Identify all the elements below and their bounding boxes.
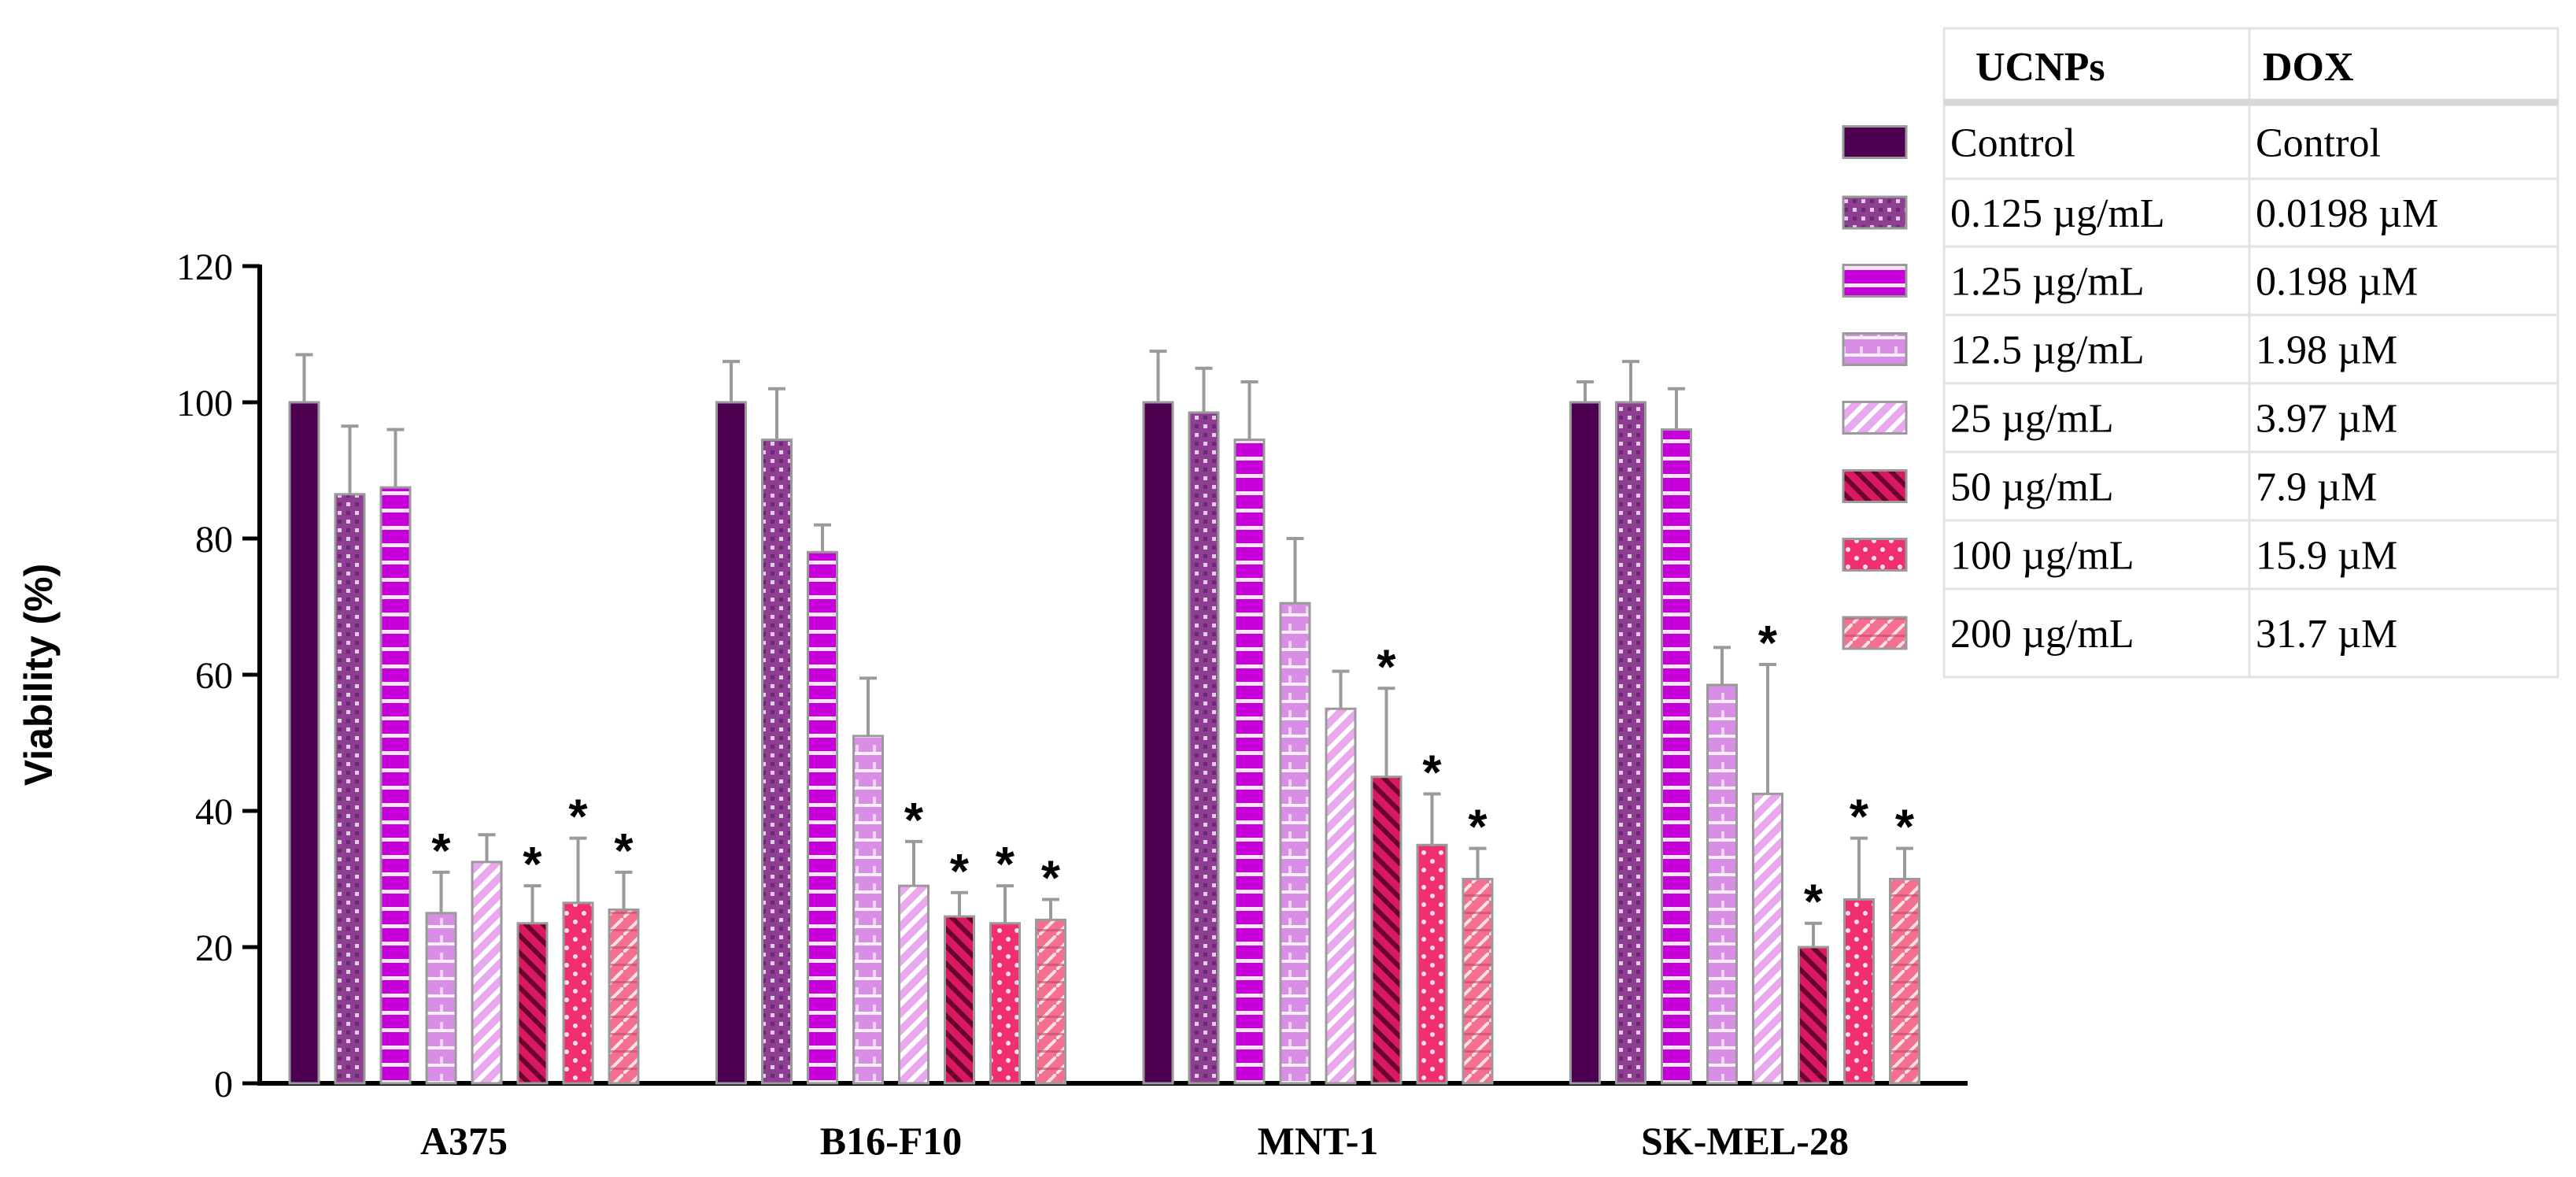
y-tick-label: 60: [195, 655, 233, 697]
legend-ucnps-label: 0.125 µg/mL: [1950, 191, 2165, 236]
bar: [852, 735, 884, 1085]
bar-group-b16-f10: * * * *: [715, 360, 1066, 1085]
bar: [1416, 843, 1448, 1085]
bar-group-a375: * * * *: [288, 353, 640, 1085]
legend-dox-label: Control: [2256, 121, 2381, 166]
bar: [288, 401, 320, 1085]
x-tick-label: A375: [420, 1119, 508, 1163]
bar: [1569, 401, 1601, 1085]
significance-star: *: [523, 838, 542, 892]
legend-swatch: [1842, 616, 1908, 650]
bar: [989, 922, 1021, 1085]
significance-star: *: [568, 790, 588, 845]
legend-table: UCNPs DOX Control Control 0.125 µg/mL 0.0198 …: [1842, 27, 2559, 679]
y-axis-title: Viability (%): [17, 564, 61, 786]
legend-dox-label: 7.9 µM: [2256, 465, 2377, 510]
x-tick-label: B16-F10: [820, 1119, 963, 1163]
y-tick-label: 100: [176, 383, 233, 424]
legend-dox-label: 3.97 µM: [2256, 397, 2397, 442]
bar: [807, 550, 838, 1085]
significance-star: *: [950, 845, 970, 899]
x-tick-label: SK-MEL-28: [1641, 1119, 1849, 1163]
legend-dox-label: 0.0198 µM: [2256, 191, 2438, 236]
bar: [1706, 683, 1738, 1085]
x-tick-label: MNT-1: [1258, 1119, 1379, 1163]
y-tick-label: 40: [195, 791, 233, 833]
legend-dox-label: 15.9 µM: [2256, 534, 2397, 579]
bar: [761, 439, 793, 1085]
bar: [1142, 401, 1174, 1085]
bar-group-sk-mel-28: * * * *: [1569, 360, 1920, 1085]
legend-swatch: [1842, 469, 1908, 503]
legend-ucnps-label: 25 µg/mL: [1950, 397, 2114, 442]
y-tick-label: 0: [214, 1064, 233, 1105]
legend-ucnps-label: 50 µg/mL: [1950, 465, 2114, 510]
legend-swatch: [1842, 195, 1908, 230]
legend-header-dox: DOX: [2263, 45, 2354, 90]
legend-swatch: [1842, 538, 1908, 572]
bar: [334, 493, 366, 1085]
bar: [1035, 918, 1066, 1085]
bar: [1325, 707, 1357, 1085]
y-tick-label: 120: [176, 246, 233, 288]
bar: [516, 922, 549, 1085]
significance-star: *: [431, 824, 451, 879]
significance-star: *: [996, 838, 1015, 892]
significance-star: *: [1850, 790, 1869, 845]
significance-star: *: [904, 794, 924, 848]
bar: [1752, 792, 1783, 1085]
bar: [944, 915, 975, 1085]
bar: [1188, 411, 1220, 1085]
legend-ucnps-label: 12.5 µg/mL: [1950, 328, 2145, 373]
bar: [425, 912, 457, 1085]
legend-ucnps-label: 200 µg/mL: [1950, 612, 2134, 657]
significance-star: *: [1468, 801, 1488, 855]
significance-star: *: [1041, 851, 1061, 905]
legend-swatch: [1842, 401, 1908, 435]
significance-star: *: [1758, 616, 1778, 671]
bar: [1279, 601, 1311, 1085]
legend-dox-label: 31.7 µM: [2256, 612, 2397, 657]
bar: [1661, 428, 1692, 1085]
bar: [1615, 401, 1646, 1085]
significance-star: *: [1377, 640, 1396, 694]
bar: [608, 908, 640, 1085]
bar: [562, 901, 594, 1085]
bar: [379, 486, 412, 1085]
bar: [898, 884, 930, 1085]
bar: [1798, 946, 1829, 1085]
bar: [1233, 439, 1266, 1085]
significance-star: *: [1895, 801, 1915, 855]
bar: [1370, 775, 1403, 1085]
significance-star: *: [1804, 875, 1824, 930]
significance-star: *: [614, 824, 634, 879]
y-tick-label: 80: [195, 519, 233, 561]
significance-star: *: [1422, 746, 1442, 800]
bar: [1462, 878, 1494, 1085]
legend-header-ucnps: UCNPs: [1975, 45, 2105, 90]
legend-ucnps-label: Control: [1950, 121, 2075, 166]
legend-swatch: [1842, 332, 1908, 366]
legend-swatch: [1842, 264, 1908, 298]
legend-dox-label: 0.198 µM: [2256, 260, 2418, 305]
bar: [471, 861, 503, 1085]
bar-group-mnt-1: * * *: [1142, 350, 1494, 1085]
legend-ucnps-label: 100 µg/mL: [1950, 534, 2134, 579]
bar: [715, 401, 747, 1085]
y-tick-label: 20: [195, 927, 233, 969]
legend-dox-label: 1.98 µM: [2256, 328, 2397, 373]
legend-ucnps-label: 1.25 µg/mL: [1950, 260, 2145, 305]
bar: [1843, 898, 1875, 1085]
bar: [1889, 878, 1920, 1085]
legend-border: [1942, 27, 2559, 679]
legend-swatch: [1842, 125, 1908, 159]
